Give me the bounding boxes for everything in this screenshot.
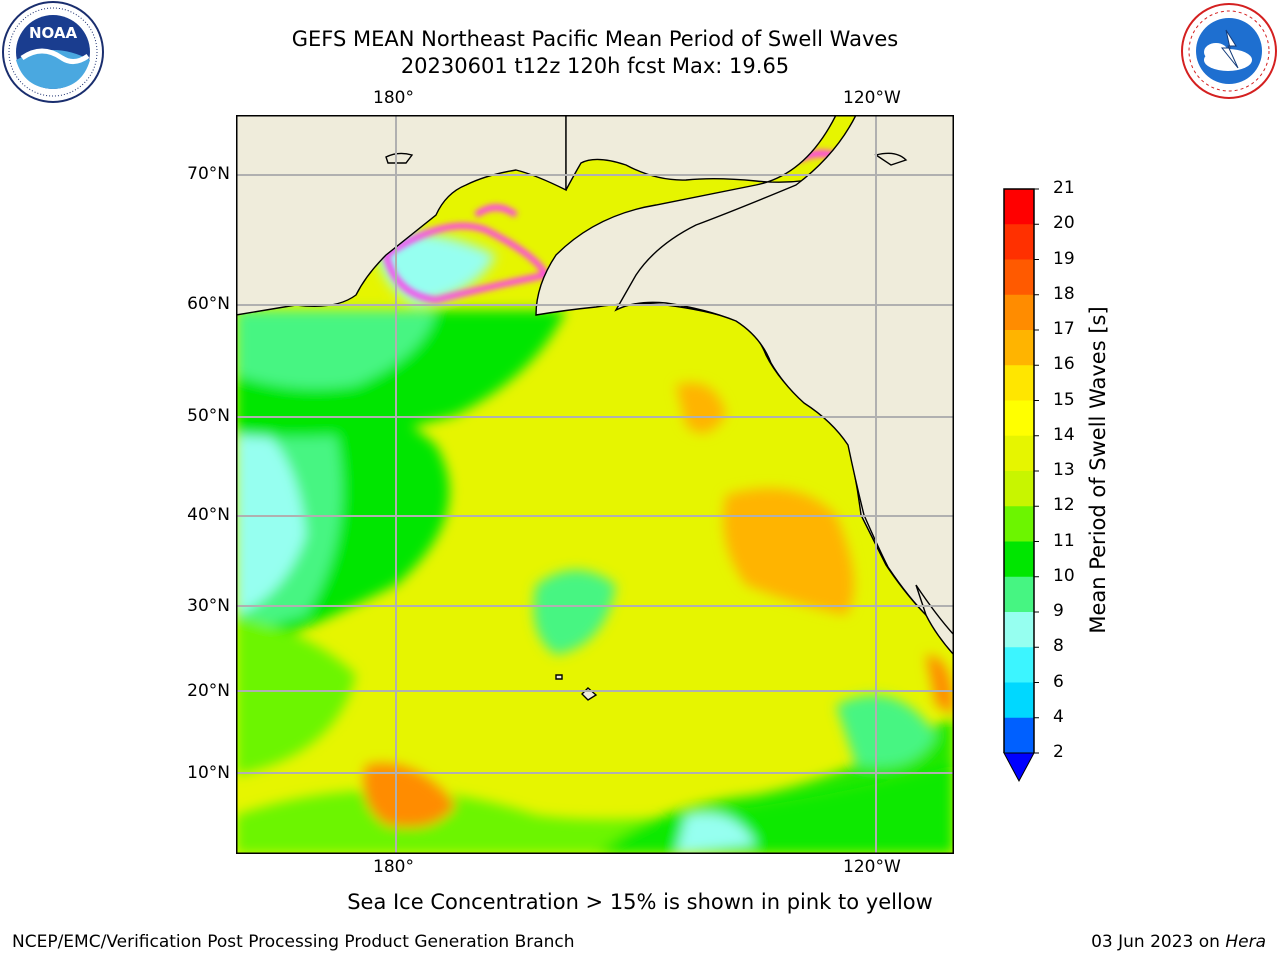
lat-label-40n: 40°N [187,505,230,525]
map-title: GEFS MEAN Northeast Pacific Mean Period … [291,27,899,51]
lat-label-30n: 30°N [187,596,230,616]
colorbar-tick-label: 12 [1053,495,1075,516]
lon-label-bottom-180: 180° [373,857,414,877]
swell-region-green-mid [533,570,616,655]
colorbar-tick-label: 18 [1053,283,1075,304]
colorbar-swatch [1004,647,1034,683]
colorbar-swatch [1004,576,1034,613]
footer-date: 03 Jun 2023 on Hera [1091,932,1266,952]
swell-region-orange-ne [676,383,726,433]
land-island-canada [874,152,908,166]
colorbar [1003,188,1039,783]
sea-ice-chukchi [474,204,518,218]
colorbar-tick-label: 10 [1053,565,1075,586]
colorbar-swatch [1004,435,1034,472]
colorbar-swatch [1004,506,1034,542]
colorbar-tick-label: 2 [1053,742,1064,762]
colorbar-tick-label: 21 [1053,178,1075,198]
colorbar-tick-label: 4 [1053,706,1064,727]
sea-ice-note: Sea Ice Concentration > 15% is shown in … [347,890,933,914]
nws-logo [1181,3,1277,99]
colorbar-swatch [1004,189,1034,225]
swell-region-lightgreen-se [836,695,936,767]
lon-label-top-120w: 120°W [843,88,901,108]
colorbar-tick-label: 9 [1053,601,1064,621]
land-baja [915,584,954,657]
colorbar-swatch [1004,541,1034,578]
colorbar-swatch [1004,224,1034,260]
footer-date-text: 03 Jun 2023 on [1091,932,1220,952]
colorbar-swatch [1004,294,1034,331]
colorbar-tick-label: 11 [1053,530,1075,551]
colorbar-tick-label: 8 [1053,636,1064,657]
footer-host: Hera [1225,932,1266,952]
colorbar-title: Mean Period of Swell Waves [s] [1086,306,1110,634]
swell-region-cyan-se [676,813,756,854]
swell-region-orange-south [363,763,456,828]
graticule [236,115,954,854]
swell-region-lightgreen-bering [236,310,436,389]
lat-label-10n: 10°N [187,763,230,783]
colorbar-tick-label: 6 [1053,671,1064,692]
land-island-wrangel [385,152,414,164]
map-frame [236,115,954,854]
colorbar-tick-label: 17 [1053,319,1075,339]
swell-region-lime-west-south [236,615,356,775]
footer-credit: NCEP/EMC/Verification Post Processing Pr… [12,932,575,952]
colorbar-tick-label: 20 [1053,213,1075,234]
colorbar-tick-label: 14 [1053,424,1075,445]
colorbar-swatch [1004,259,1034,296]
swell-region-orange-coast [723,488,854,615]
colorbar-swatch [1004,717,1034,754]
lon-label-bottom-120w: 120°W [843,857,901,877]
swell-region-orange-coast-east [926,655,954,715]
noaa-logo: NOAA [2,1,104,103]
lat-label-50n: 50°N [187,406,230,426]
land-hawaii-small [555,674,563,680]
colorbar-tick-label: 15 [1053,389,1075,410]
lat-label-70n: 70°N [187,164,230,184]
colorbar-swatch [1004,682,1034,719]
colorbar-swatch [1004,330,1034,366]
land [236,115,954,701]
lat-label-20n: 20°N [187,681,230,701]
colorbar-swatch [1004,612,1034,648]
colorbar-swatch [1004,400,1034,437]
colorbar-tick-label: 19 [1053,248,1075,269]
map-panel[interactable] [236,115,954,854]
colorbar-swatch [1004,471,1034,507]
colorbar-under-arrow [1003,752,1035,783]
land-north-america-coast [614,115,954,656]
colorbar-tick-label: 16 [1053,354,1075,375]
lon-label-top-180: 180° [373,88,414,108]
noaa-logo-text: NOAA [29,24,78,42]
colorbar-swatch [1004,365,1034,401]
lat-label-60n: 60°N [187,294,230,314]
colorbar-tick-label: 13 [1053,460,1075,480]
map-subtitle: 20230601 t12z 120h fcst Max: 19.65 [400,54,790,78]
